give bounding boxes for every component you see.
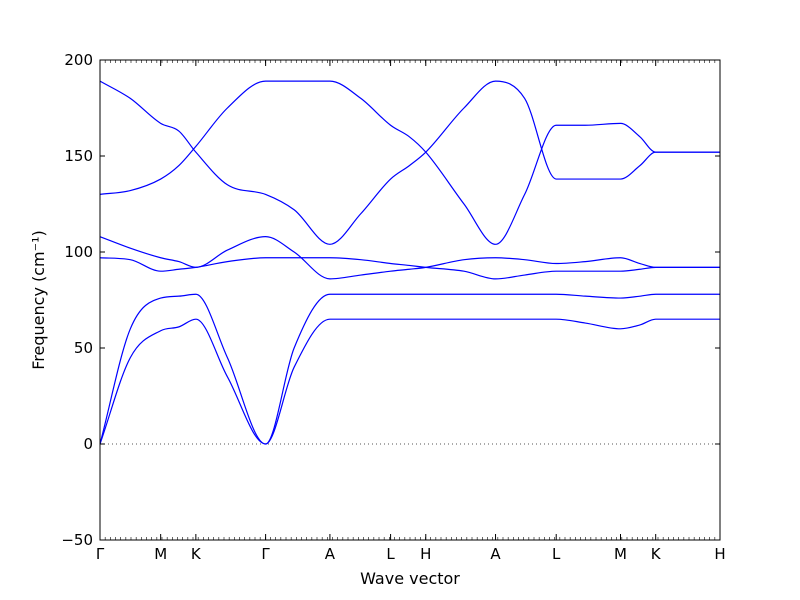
plot-area: −50 0 50 100 150 200 Γ M K Γ A L H A L M K H <box>61 51 725 563</box>
x-axis-title: Wave vector <box>360 569 460 588</box>
y-tick-label: 200 <box>64 51 93 69</box>
band-line-2 <box>99 293 720 445</box>
y-tick-label: 50 <box>74 339 93 357</box>
band-line-5 <box>99 80 720 245</box>
x-tick-label: K <box>651 545 662 563</box>
x-tick-label: H <box>714 545 725 563</box>
x-tick-label: Γ <box>261 545 270 563</box>
x-tick-label: Γ <box>96 545 105 563</box>
y-tick-label: −50 <box>61 531 93 549</box>
x-tick-label: H <box>420 545 431 563</box>
band-line-1 <box>99 318 720 445</box>
y-tick-label: 0 <box>83 435 93 453</box>
plot-frame <box>99 59 721 541</box>
x-tick-label: L <box>552 545 561 563</box>
x-tick-label: A <box>490 545 501 563</box>
band-line-6 <box>99 80 720 245</box>
x-tick-label: M <box>154 545 167 563</box>
x-tick-label: A <box>325 545 336 563</box>
y-axis-title: Frequency (cm⁻¹) <box>29 230 48 369</box>
band-line-3 <box>99 257 720 280</box>
y-tick-label: 100 <box>64 243 93 261</box>
x-tick-label: L <box>386 545 395 563</box>
band-line-4 <box>99 236 720 280</box>
x-tick-label: K <box>191 545 202 563</box>
y-tick-label: 150 <box>64 147 93 165</box>
x-tick-label: M <box>614 545 627 563</box>
